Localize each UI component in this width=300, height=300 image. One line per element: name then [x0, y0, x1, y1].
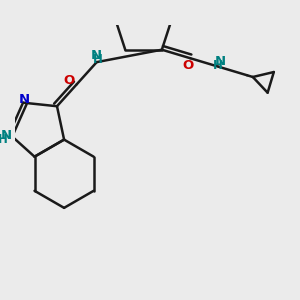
- Text: N: N: [19, 93, 30, 106]
- Text: N: N: [214, 55, 226, 68]
- Text: O: O: [63, 74, 74, 87]
- Text: N: N: [91, 49, 102, 62]
- Text: H: H: [213, 59, 223, 72]
- Text: N: N: [1, 129, 12, 142]
- Text: H: H: [93, 53, 103, 66]
- Text: H: H: [0, 133, 8, 146]
- Text: O: O: [182, 59, 194, 72]
